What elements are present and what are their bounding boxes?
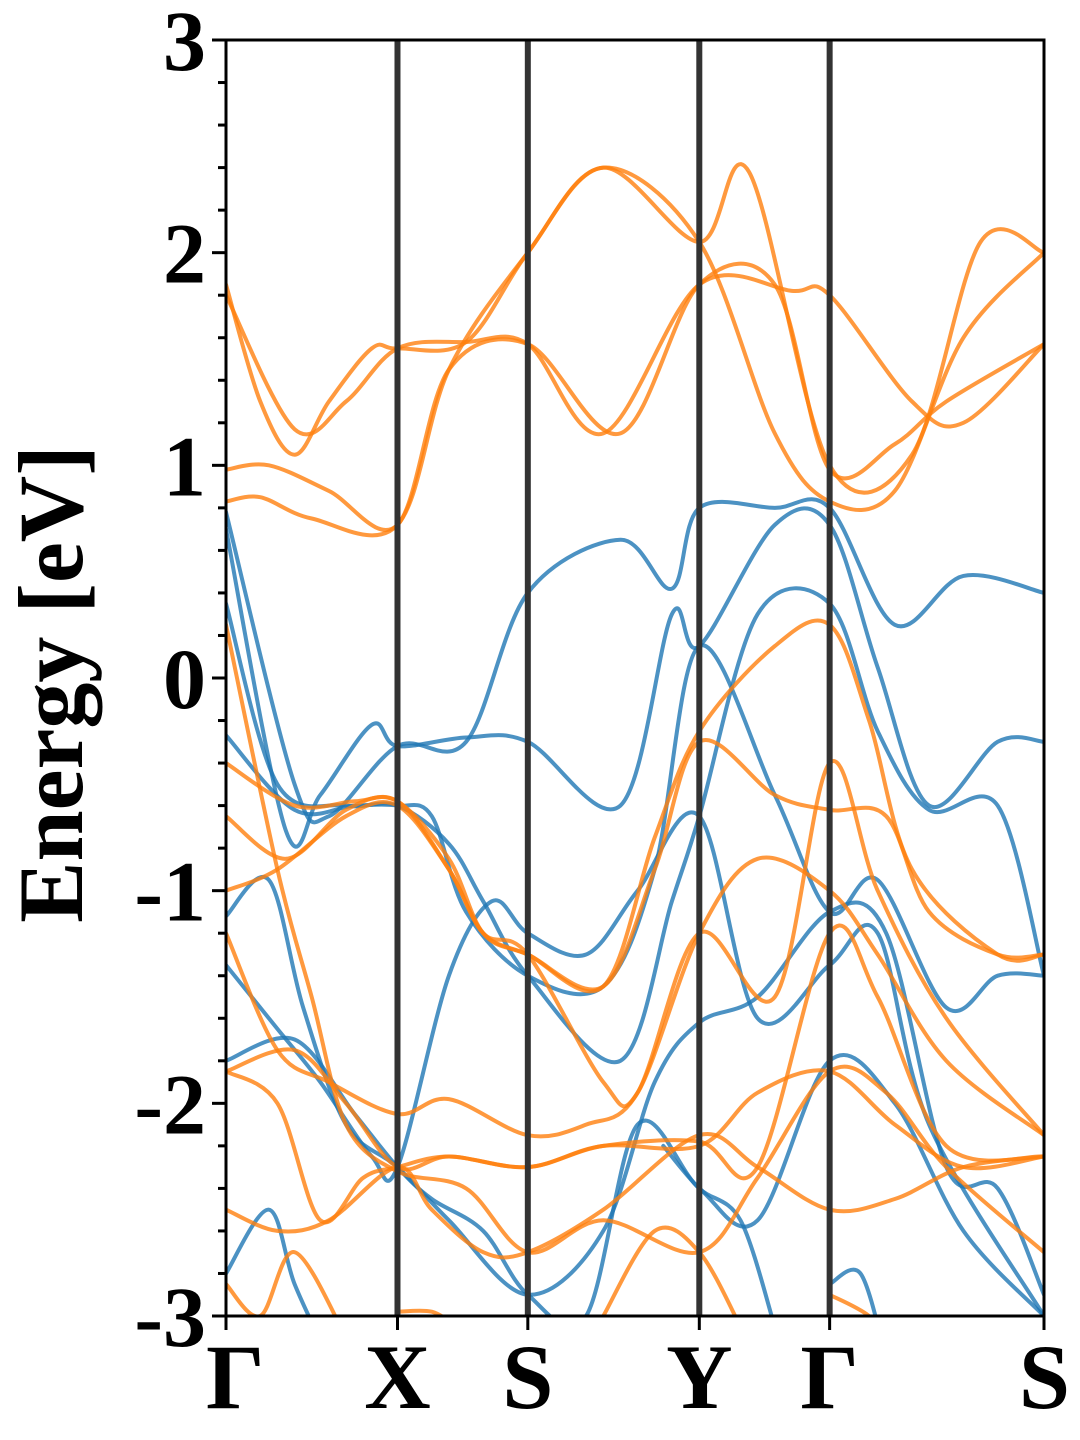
spin-up-band-1: [226, 506, 1044, 849]
y-axis: -3 -2 -1 0 1 2 3: [134, 0, 226, 1365]
y-tick-label: -3: [134, 1269, 206, 1365]
spin-down-band-14: [226, 622, 1044, 1256]
spin-up-band-8: [661, 1143, 774, 1316]
y-tick-label: -1: [134, 844, 206, 940]
spin-up-band-3: [226, 643, 1044, 1013]
x-tick-label-S: S: [502, 1326, 553, 1428]
y-tick-label: 1: [163, 418, 206, 514]
spin-down-band-11: [226, 273, 1044, 437]
y-tick-label: 3: [163, 0, 206, 89]
spin-up-band-2: [226, 586, 1044, 1065]
spin-up-band-9: [827, 1267, 878, 1316]
y-tick-label: 2: [163, 206, 206, 302]
spin-down-band-23: [395, 1308, 446, 1316]
spin-down-band-17: [226, 800, 1044, 1138]
spin-down-band-10: [226, 162, 1044, 495]
spin-down-band-24: [601, 1225, 738, 1316]
x-tick-label-Γ: Γ: [206, 1326, 265, 1428]
spin-down-band-13: [226, 165, 1044, 538]
spin-down-band-18: [226, 759, 1044, 1139]
x-tick-label-S: S: [1019, 1326, 1070, 1428]
x-tick-label-Γ: Γ: [800, 1326, 859, 1428]
x-tick-label-X: X: [364, 1326, 430, 1428]
spin-down-band-21: [226, 1132, 1044, 1260]
spin-up-band-7: [226, 1207, 311, 1316]
spin-down-band-16: [226, 738, 1044, 992]
high-symmetry-lines: [394, 40, 833, 1316]
x-tick-label-Y: Y: [666, 1326, 732, 1428]
spin-up-band-0: [226, 497, 1044, 825]
band-lines: [226, 162, 1044, 1316]
y-tick-label: -2: [134, 1056, 206, 1152]
y-axis-label: Energy [eV]: [0, 445, 102, 923]
spin-down-band-12: [226, 261, 1044, 533]
y-tick-label: 0: [163, 631, 206, 727]
spin-down-band-22: [226, 1250, 338, 1316]
spin-down-band-25: [827, 1292, 873, 1316]
